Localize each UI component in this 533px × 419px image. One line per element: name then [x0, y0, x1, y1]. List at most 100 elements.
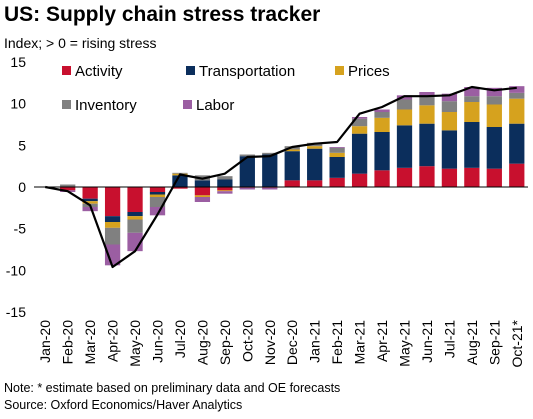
bar-prices-aug-21	[464, 102, 480, 122]
y-tick-label: 5	[18, 137, 26, 153]
bar-inventory-oct-20	[239, 154, 255, 157]
bar-labor-feb-21	[329, 147, 345, 148]
bar-transportation-mar-21	[351, 133, 368, 174]
chart-title: US: Supply chain stress tracker	[4, 3, 321, 26]
bar-activity-jun-20	[149, 187, 166, 192]
legend-swatch-prices	[335, 66, 344, 75]
bar-transportation-may-21	[396, 125, 413, 168]
bar-prices-jan-21	[307, 146, 323, 149]
bar-activity-jul-21	[441, 168, 458, 187]
bar-activity-dec-20	[284, 180, 300, 187]
bar-transportation-dec-20	[284, 151, 300, 181]
bar-labor-aug-21	[464, 87, 480, 97]
bar-inventory-may-21	[396, 99, 413, 110]
x-tick-label: Sep-21	[486, 320, 502, 365]
x-tick-label: Nov-20	[262, 320, 278, 365]
bar-inventory-jun-21	[419, 97, 435, 106]
bar-transportation-apr-20	[104, 216, 121, 222]
bar-transportation-oct-20	[239, 156, 255, 187]
bar-transportation-mar-20	[82, 198, 98, 202]
legend-label-activity: Activity	[75, 63, 123, 80]
bar-prices-jul-21	[441, 112, 458, 131]
bar-inventory-feb-21	[329, 147, 345, 153]
bar-transportation-aug-21	[464, 122, 480, 168]
x-tick-label: Mar-21	[352, 320, 368, 365]
legend-swatch-activity	[62, 66, 71, 75]
bar-prices-aug-20	[194, 195, 211, 197]
chart-note: Note: * estimate based on preliminary da…	[4, 381, 341, 395]
x-tick-label: Apr-21	[374, 320, 390, 362]
chart-subtitle: Index; > 0 = rising stress	[4, 35, 157, 51]
legend-label-prices: Prices	[348, 63, 390, 80]
bar-labor-nov-20	[262, 187, 278, 190]
legend-label-labor: Labor	[196, 97, 234, 114]
bar-activity-may-21	[396, 167, 413, 187]
bar-labor-sep-21	[486, 87, 502, 97]
y-tick-label: 15	[10, 54, 26, 70]
bar-activity-jul-20	[172, 187, 188, 189]
bar-activity-may-20	[127, 187, 143, 212]
bar-prices-apr-20	[104, 222, 121, 228]
bar-inventory-feb-20	[60, 184, 76, 187]
bar-activity-apr-20	[104, 187, 121, 217]
bar-prices-jun-20	[149, 194, 166, 197]
bar-labor-jul-21	[441, 93, 458, 102]
legend-swatch-transportation	[186, 66, 195, 75]
bar-prices-may-20	[127, 216, 143, 220]
bar-prices-apr-21	[374, 117, 390, 132]
bar-transportation-sep-21	[486, 127, 502, 169]
bar-inventory-nov-20	[262, 152, 278, 155]
bar-transportation-jul-21	[441, 130, 458, 169]
bar-labor-apr-21	[374, 109, 390, 112]
bar-transportation-apr-21	[374, 132, 390, 171]
bar-labor-jun-21	[419, 92, 435, 97]
x-tick-label: Dec-20	[284, 320, 300, 365]
y-tick-label: 0	[18, 179, 26, 195]
x-tick-label: Jun-21	[419, 320, 435, 363]
chart-source: Source: Oxford Economics/Haver Analytics	[4, 398, 243, 412]
legend-label-transportation: Transportation	[199, 63, 295, 80]
bar-transportation-sep-20	[217, 179, 233, 187]
x-tick-label: Oct-21*	[509, 319, 525, 367]
x-tick-label: Jun-20	[150, 320, 166, 363]
total-line	[45, 85, 517, 269]
bar-inventory-jul-21	[441, 101, 458, 112]
bar-prices-sep-20	[217, 190, 233, 192]
bar-activity-aug-21	[464, 167, 480, 187]
bar-prices-mar-21	[351, 126, 368, 134]
bar-inventory-sep-21	[486, 96, 502, 105]
bar-labor-mar-21	[351, 117, 368, 119]
x-tick-label: Jan-20	[37, 320, 53, 363]
bar-inventory-oct-21	[509, 92, 525, 99]
legend-swatch-labor	[183, 100, 192, 109]
bar-prices-feb-21	[329, 152, 345, 157]
bar-transportation-oct-21	[509, 123, 525, 164]
x-tick-label: Jul-21	[441, 320, 457, 358]
bar-prices-may-21	[396, 109, 413, 126]
bar-inventory-mar-21	[351, 118, 368, 127]
x-tick-label: Mar-20	[82, 320, 98, 365]
bar-labor-jun-20	[149, 207, 166, 216]
bar-activity-sep-21	[486, 168, 502, 187]
bar-activity-apr-21	[374, 170, 390, 187]
x-tick-label: Jan-21	[307, 320, 323, 363]
bar-transportation-aug-20	[194, 180, 211, 187]
bar-labor-apr-20	[104, 244, 121, 266]
x-tick-label: Oct-20	[239, 320, 255, 362]
bar-prices-oct-21	[509, 98, 525, 124]
y-tick-label: 10	[10, 96, 26, 112]
bar-activity-jan-21	[307, 180, 323, 187]
bar-transportation-jun-21	[419, 123, 435, 167]
bar-labor-mar-20	[82, 207, 98, 212]
bar-inventory-sep-20	[217, 176, 233, 180]
bar-activity-jun-21	[419, 166, 435, 187]
bar-inventory-apr-20	[104, 227, 121, 245]
bar-prices-dec-20	[284, 149, 300, 152]
bar-inventory-jul-20	[172, 172, 188, 174]
legend-swatch-inventory	[62, 100, 71, 109]
bar-activity-feb-20	[60, 187, 76, 191]
bar-inventory-may-20	[127, 219, 143, 233]
x-tick-label: Sep-20	[217, 320, 233, 365]
bar-transportation-jun-20	[149, 192, 166, 195]
y-tick-label: -10	[6, 262, 26, 278]
